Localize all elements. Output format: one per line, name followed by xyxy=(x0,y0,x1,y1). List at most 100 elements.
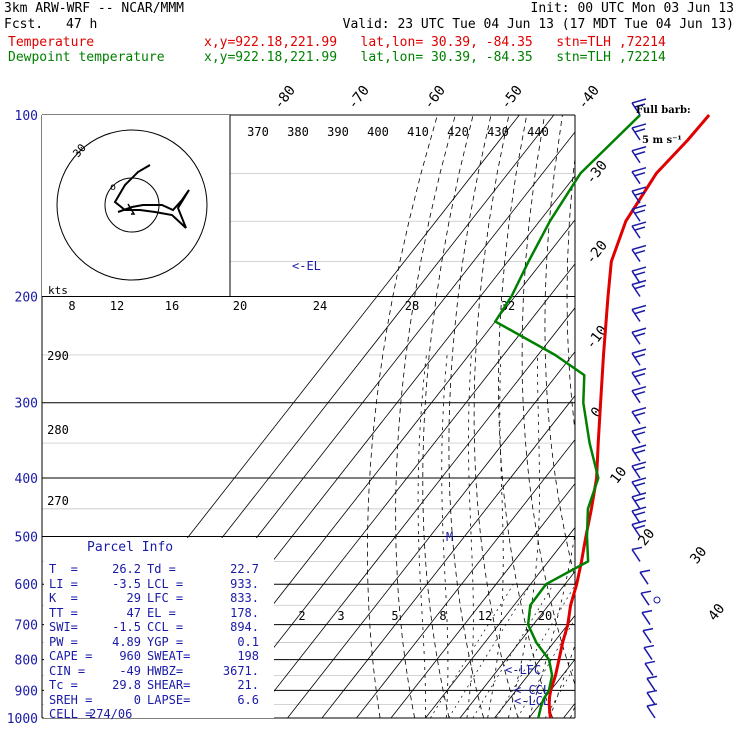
wind-barb-staff xyxy=(631,524,641,537)
wind-barb xyxy=(631,166,647,185)
parcel-info-cell: 960 xyxy=(119,649,141,663)
isotherm-line xyxy=(598,115,740,718)
isotherm-line xyxy=(356,439,575,718)
wind-barb xyxy=(631,279,647,297)
dry-adiabat-line xyxy=(521,115,575,686)
wind-barb-staff xyxy=(631,284,641,297)
wind-barb-flag xyxy=(634,284,646,290)
isotherm-line xyxy=(218,263,575,718)
pressure-label-500: 500 xyxy=(15,530,38,545)
parcel-info-panel: Parcel Info T = 26.2 Td = 22.7 LI = -3.5 LCL =… xyxy=(44,538,274,721)
wind-barb-staff xyxy=(631,510,641,524)
dewpoint-profile xyxy=(494,114,641,719)
wind-barb-flag xyxy=(634,226,646,231)
hodograph-ring xyxy=(56,129,208,281)
parcel-info-cell: 29 xyxy=(126,591,141,605)
hodograph-tick-12: 12 xyxy=(110,299,124,313)
wind-barb xyxy=(631,492,647,510)
wind-barb-flag xyxy=(631,98,647,104)
pressure-label-600: 600 xyxy=(15,578,38,593)
wind-barb xyxy=(631,304,647,322)
parcel-info-cell: EL = xyxy=(147,605,176,620)
wind-barb-flag xyxy=(631,304,647,311)
parcel-info-cell: SHEAR= xyxy=(147,678,191,692)
wind-barb-flag xyxy=(634,390,646,396)
wind-barb-flag xyxy=(634,271,646,276)
wind-barb-flag xyxy=(631,123,647,129)
wind-barb-flag xyxy=(634,449,646,454)
dry-adiabat-line xyxy=(395,115,456,718)
wind-barb xyxy=(631,327,647,345)
wind-barb-flag xyxy=(634,151,646,156)
isotherm-label--60: -60 xyxy=(421,83,449,113)
wind-barb-flag xyxy=(631,146,647,152)
wind-barb-flag xyxy=(646,675,658,680)
isotherm-label-40: 40 xyxy=(705,601,728,624)
dry-adiabat-line xyxy=(544,115,575,580)
theta-side-label-270: 270 xyxy=(47,494,69,508)
forecast-hour: 47 h xyxy=(66,17,98,32)
wind-barb xyxy=(631,348,647,366)
wind-barb-flag xyxy=(631,519,647,526)
wind-barb-flag xyxy=(643,644,655,649)
parcel-info-cell: 894. xyxy=(230,620,259,634)
wind-barb xyxy=(631,385,647,404)
ccl-marker: <-CCL xyxy=(514,683,550,697)
wind-barb xyxy=(631,426,647,444)
isotherm-line xyxy=(494,614,575,718)
dewpoint-location-info: x,y=922.18,221.99 lat,lon= 30.39, -84.35… xyxy=(204,50,666,65)
parcel-info-cell: 198 xyxy=(237,649,259,663)
wind-barb xyxy=(643,644,655,660)
wind-barb-flag xyxy=(634,353,646,358)
parcel-info-cell: TT = xyxy=(49,605,78,620)
isotherm-line xyxy=(287,351,575,718)
parcel-info-cell: 0 xyxy=(133,692,141,707)
wind-barb xyxy=(640,590,652,606)
wind-barb-flag xyxy=(634,103,646,108)
isotherm-label--80: -80 xyxy=(271,83,299,113)
wind-barb xyxy=(642,627,654,644)
wind-barb-staff xyxy=(646,677,656,691)
dry-adiabat-line xyxy=(609,115,725,718)
isotherm-label-0: 0 xyxy=(588,404,606,420)
wind-barb-staff xyxy=(631,190,641,204)
wind-barb xyxy=(631,266,647,284)
hodograph-units: kts xyxy=(48,284,68,297)
hodograph-trace xyxy=(113,164,190,229)
isotherm-label-30: 30 xyxy=(687,544,710,567)
mixing-ratio-label-12: 12 xyxy=(478,609,492,623)
wind-barb-flag xyxy=(634,332,646,337)
theta-label-400: 400 xyxy=(367,125,389,139)
wind-barb xyxy=(631,186,647,204)
wind-barb-staff xyxy=(631,352,641,366)
wind-barb-staff xyxy=(631,331,641,345)
parcel-info-cell: YGP = xyxy=(147,634,184,649)
parcel-info-cell: 22.7 xyxy=(230,562,259,576)
wind-barb-staff xyxy=(631,150,641,164)
dry-adiabat-line xyxy=(366,115,438,718)
isotherm-label--70: -70 xyxy=(345,83,373,113)
isotherm-label--50: -50 xyxy=(498,83,526,113)
wind-barb-staff xyxy=(631,372,641,386)
hodograph-tick-20: 20 xyxy=(233,299,247,313)
pressure-label-1000: 1000 xyxy=(7,712,38,727)
wind-barb xyxy=(631,477,647,495)
hodograph-storm-motion xyxy=(127,203,136,215)
wind-barb xyxy=(631,461,647,479)
wind-barb-flag xyxy=(642,627,654,632)
mixing-ratio-label-20: 20 xyxy=(538,609,552,623)
wind-barb-flag xyxy=(631,546,643,551)
wind-barb-flag xyxy=(631,426,647,432)
parcel-info-cell: 274/06 xyxy=(89,707,133,721)
wind-barb-staff xyxy=(642,630,652,644)
temperature-legend: Temperature xyxy=(8,35,95,50)
wind-barb-staff xyxy=(631,249,641,262)
wind-barb-staff xyxy=(631,208,641,222)
parcel-info-title: Parcel Info xyxy=(87,540,174,555)
parcel-info-cell: 29.8 xyxy=(112,678,141,692)
mixing-ratio-line xyxy=(430,584,514,718)
wind-barb-flag xyxy=(634,249,646,255)
wind-barb xyxy=(631,444,647,462)
isotherm-line xyxy=(633,115,740,718)
parcel-info-cell: 47 xyxy=(126,605,141,620)
